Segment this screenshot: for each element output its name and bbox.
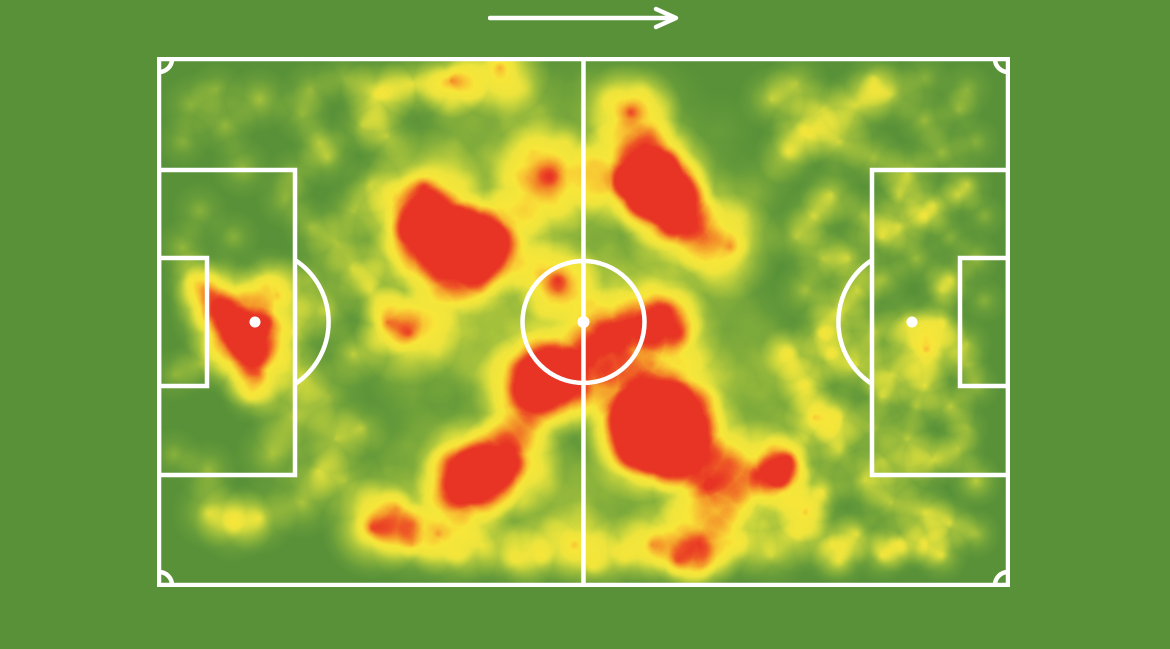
penalty-arc-left xyxy=(293,258,331,386)
goal-area-left xyxy=(157,255,210,389)
attack-direction-arrow-icon xyxy=(488,6,679,30)
penalty-area-left xyxy=(157,167,298,478)
corner-arc-bottom-left xyxy=(158,569,175,586)
pitch-lines xyxy=(157,57,1010,587)
penalty-arc-right xyxy=(836,258,874,386)
corner-arc-top-right xyxy=(992,58,1009,75)
penalty-spot-right xyxy=(906,316,918,328)
center-circle xyxy=(520,258,647,386)
corner-arc-bottom-right xyxy=(992,569,1009,586)
arrow-head xyxy=(653,6,679,30)
penalty-area-right xyxy=(869,167,1010,478)
corner-arc-top-left xyxy=(158,58,175,75)
goal-area-right xyxy=(957,255,1010,389)
football-pitch xyxy=(157,57,1010,587)
penalty-spot-left xyxy=(249,316,261,328)
center-spot xyxy=(577,316,590,328)
